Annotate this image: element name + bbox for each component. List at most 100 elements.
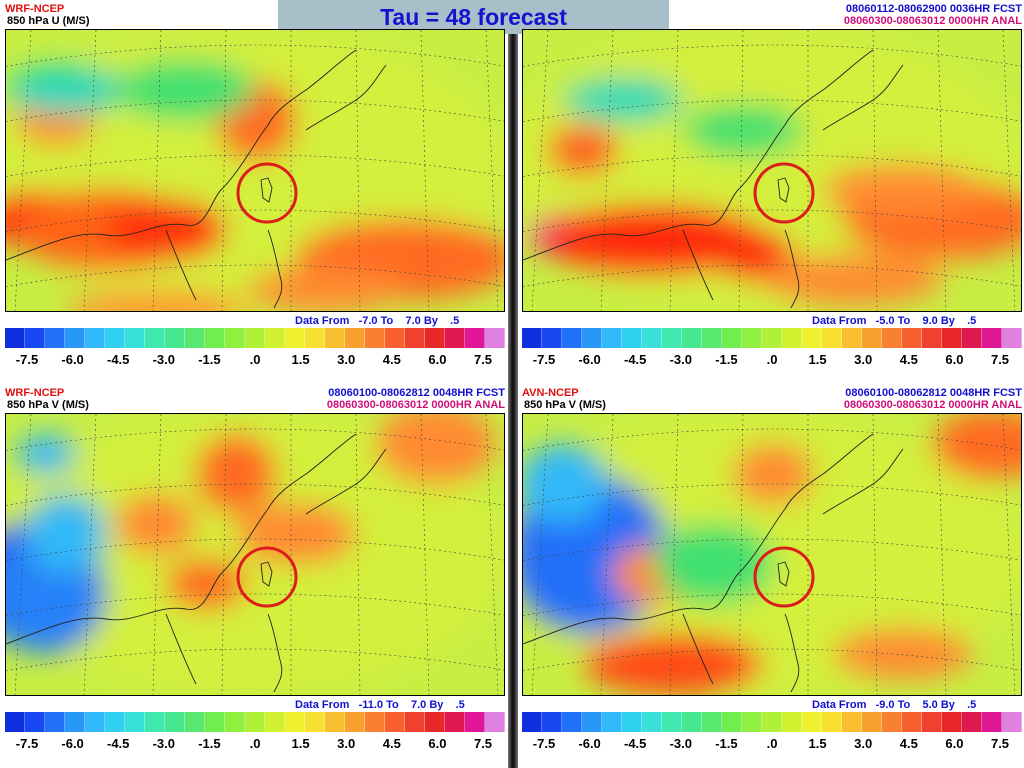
- color-scale-swatch: [982, 328, 1002, 348]
- color-scale-bar: [5, 328, 505, 348]
- color-scale-swatch: [622, 328, 642, 348]
- step-value: .5: [455, 699, 465, 711]
- color-scale-swatch: [842, 328, 862, 348]
- map-field: [523, 414, 1021, 695]
- color-scale-swatch: [465, 328, 485, 348]
- color-scale-tick-label: 3.0: [854, 352, 873, 367]
- to-text: To: [897, 315, 911, 327]
- data-range-label: Data From -11.0 To 7.0 By .5: [295, 699, 465, 711]
- color-scale-swatch: [405, 712, 425, 732]
- color-scale-tick-label: -4.5: [623, 736, 647, 751]
- taiwan-outline: [777, 177, 790, 203]
- color-scale-swatch: [622, 712, 642, 732]
- color-scale-tick-label: -3.0: [152, 736, 175, 751]
- color-scale-swatch: [425, 328, 445, 348]
- color-scale-swatch: [165, 712, 185, 732]
- latitude-line: [6, 538, 504, 561]
- color-scale-swatch: [185, 712, 205, 732]
- color-scale-swatch: [65, 328, 85, 348]
- color-scale-tick-label: 3.0: [337, 352, 356, 367]
- longitude-line: [152, 30, 162, 311]
- color-scale-swatch: [25, 328, 45, 348]
- color-scale-swatch: [285, 328, 305, 348]
- color-scale-swatch: [902, 328, 922, 348]
- color-scale-swatch: [862, 712, 882, 732]
- latitude-line: [6, 428, 504, 451]
- range-from-value: -9.0: [875, 699, 895, 711]
- color-scale-swatch: [265, 328, 285, 348]
- color-scale-swatch: [902, 712, 922, 732]
- color-scale-swatch: [65, 712, 85, 732]
- color-scale-tick-label: -4.5: [106, 736, 130, 751]
- color-scale-tick-label: -6.0: [578, 352, 601, 367]
- color-scale-swatch: [345, 328, 365, 348]
- title-text: Tau = 48 forecast: [380, 4, 567, 30]
- color-scale-swatch: [542, 712, 562, 732]
- color-scale-swatch: [365, 712, 385, 732]
- wind-field-map: [522, 29, 1022, 312]
- color-scale-tick-label: 1.5: [808, 352, 827, 367]
- field-patch: [523, 444, 608, 524]
- color-scale-ticks: -7.5 -6.0 -4.5 -3.0 -1.5 .0 1.5 3.0 4.5 6.0 7.5: [522, 352, 1022, 370]
- color-scale-swatch: [782, 328, 802, 348]
- color-scale-tick-label: 1.5: [808, 736, 827, 751]
- color-scale-swatch: [85, 712, 105, 732]
- color-scale-swatch: [942, 328, 962, 348]
- indochina-outline: [682, 229, 714, 301]
- color-scale-tick-label: 4.5: [899, 352, 918, 367]
- by-text: By: [940, 315, 955, 327]
- range-from-value: -7.0: [358, 315, 378, 327]
- color-scale-swatch: [205, 712, 225, 732]
- map-field: [6, 30, 504, 311]
- color-scale-tick-label: -6.0: [578, 736, 601, 751]
- by-text: By: [940, 699, 955, 711]
- color-scale-swatch: [642, 712, 662, 732]
- color-scale-swatch: [662, 712, 682, 732]
- range-to-value: 5.0: [922, 699, 938, 711]
- longitude-line: [1002, 414, 1016, 695]
- color-scale-swatch: [385, 328, 405, 348]
- model-label: AVN-NCEP: [522, 387, 579, 399]
- to-text: To: [380, 315, 394, 327]
- longitude-line: [221, 30, 227, 311]
- color-scale-ticks: -7.5 -6.0 -4.5 -3.0 -1.5 .0 1.5 3.0 4.5 6.0 7.5: [522, 736, 1022, 754]
- data-from-text: Data From: [812, 315, 867, 327]
- color-scale-ticks: -7.5 -6.0 -4.5 -3.0 -1.5 .0 1.5 3.0 4.5 6.0 7.5: [5, 736, 505, 754]
- color-scale-swatch: [5, 328, 25, 348]
- range-to-value: 7.0: [410, 699, 427, 711]
- field-patch: [713, 230, 793, 280]
- color-scale-tick-label: 6.0: [945, 736, 964, 751]
- japan-outline: [305, 448, 387, 515]
- field-patch: [548, 125, 618, 175]
- color-scale-swatch: [1002, 328, 1022, 348]
- color-scale-swatch: [822, 712, 842, 732]
- longitude-line: [600, 414, 614, 695]
- color-scale-swatch: [205, 328, 225, 348]
- color-scale-swatch: [602, 712, 622, 732]
- color-scale-swatch: [45, 328, 65, 348]
- coastline: [6, 49, 357, 261]
- field-patch: [236, 504, 356, 564]
- forecast-period-label: 08060100-08062812 0048HR FCST: [845, 387, 1022, 399]
- color-scale-swatch: [662, 328, 682, 348]
- color-scale-swatch: [425, 712, 445, 732]
- color-scale-tick-label: 1.5: [291, 736, 310, 751]
- color-scale-tick-label: -6.0: [61, 736, 84, 751]
- latitude-line: [523, 264, 1021, 287]
- longitude-line: [600, 30, 614, 311]
- field-patch: [523, 414, 1021, 694]
- color-scale-swatch: [285, 712, 305, 732]
- latitude-line: [523, 44, 1021, 67]
- data-range-label: Data From -7.0 To 7.0 By .5: [295, 315, 459, 327]
- color-scale-swatch: [582, 712, 602, 732]
- color-scale-swatch: [842, 712, 862, 732]
- field-patch: [823, 165, 983, 215]
- color-scale-swatch: [962, 712, 982, 732]
- coastline: [523, 49, 874, 261]
- color-scale-tick-label: -7.5: [532, 352, 556, 367]
- to-text: To: [386, 699, 399, 711]
- longitude-line: [669, 30, 679, 311]
- longitude-line: [872, 414, 878, 695]
- color-scale-tick-label: -7.5: [15, 736, 39, 751]
- color-scale-swatch: [445, 712, 465, 732]
